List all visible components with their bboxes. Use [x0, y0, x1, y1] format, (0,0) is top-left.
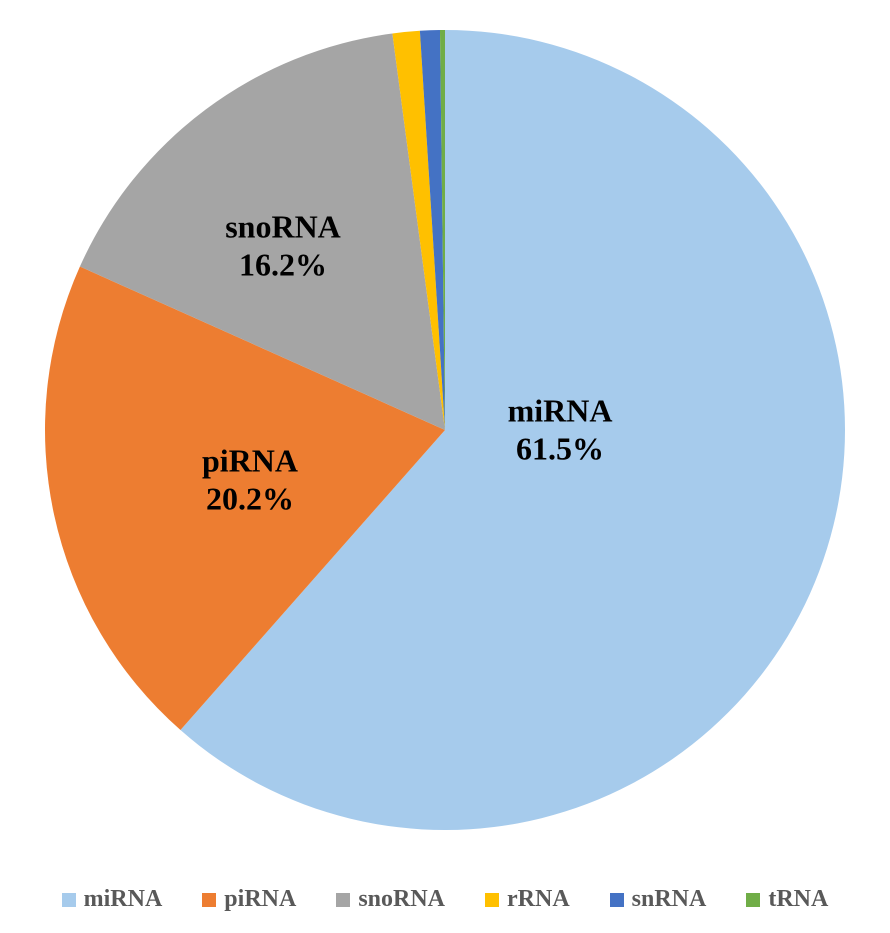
legend-swatch [336, 893, 350, 907]
legend-swatch [746, 893, 760, 907]
pie-svg [0, 0, 890, 933]
legend-swatch [485, 893, 499, 907]
legend-swatch [202, 893, 216, 907]
legend-label: miRNA [84, 886, 163, 913]
legend-label: rRNA [507, 886, 570, 913]
legend-item-trna: tRNA [746, 886, 828, 913]
legend-item-snorna: snoRNA [336, 886, 445, 913]
legend-label: tRNA [768, 886, 828, 913]
legend-item-rrna: rRNA [485, 886, 570, 913]
legend-label: snRNA [632, 886, 707, 913]
legend-label: piRNA [224, 886, 296, 913]
legend-swatch [610, 893, 624, 907]
pie-chart: miRNA 61.5% piRNA 20.2% snoRNA 16.2% miR… [0, 0, 890, 933]
legend-swatch [62, 893, 76, 907]
legend-label: snoRNA [358, 886, 445, 913]
legend-item-mirna: miRNA [62, 886, 163, 913]
legend: miRNA piRNA snoRNA rRNA snRNA tRNA [0, 886, 890, 913]
legend-item-snrna: snRNA [610, 886, 707, 913]
legend-item-pirna: piRNA [202, 886, 296, 913]
